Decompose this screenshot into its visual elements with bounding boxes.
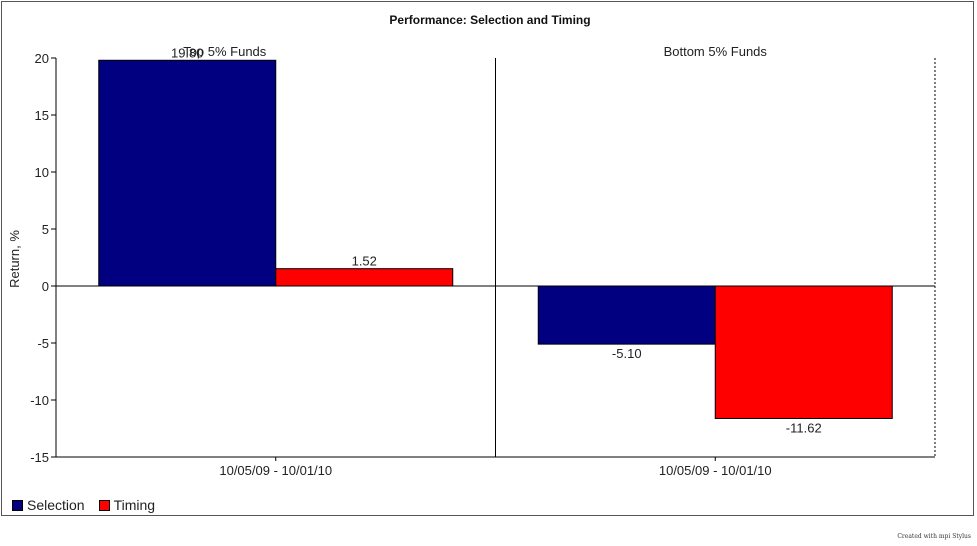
- bar-value-label: 19.80: [171, 45, 204, 60]
- y-axis-label: Return, %: [7, 230, 22, 288]
- legend-item-selection: Selection: [12, 497, 85, 513]
- legend-item-timing: Timing: [98, 497, 156, 513]
- legend: Selection Timing: [12, 497, 155, 513]
- panel-title: Bottom 5% Funds: [664, 44, 768, 59]
- y-tick-label: -10: [30, 393, 49, 408]
- category-label: 10/05/09 - 10/01/10: [219, 463, 332, 478]
- bar-selection: [98, 59, 277, 287]
- y-tick-label: -5: [37, 336, 49, 351]
- bar-value-label: -5.10: [612, 346, 642, 361]
- bar-value-label: 1.52: [352, 254, 377, 269]
- chart-title: Performance: Selection and Timing: [389, 13, 590, 27]
- y-tick-label: 0: [42, 279, 49, 294]
- y-tick-label: 20: [35, 51, 49, 66]
- chart-svg: Performance: Selection and Timing Return…: [7, 13, 936, 478]
- legend-swatch-timing: [98, 499, 110, 511]
- bar-value-label: -11.62: [786, 420, 822, 435]
- y-axis: 20 15 10 5 0 -5 -10 -15: [30, 51, 57, 465]
- credit-text: Created with mpi Stylus: [897, 533, 971, 540]
- legend-label-selection: Selection: [27, 497, 85, 513]
- category-label: 10/05/09 - 10/01/10: [659, 463, 772, 478]
- y-tick-label: -15: [30, 450, 49, 465]
- chart-frame: Performance: Selection and Timing Return…: [1, 1, 974, 516]
- chart-panels: Top 5% Funds 10/05/09 - 10/01/10 19.80 1.52…: [56, 44, 936, 478]
- bar-timing: [275, 268, 454, 287]
- legend-label-timing: Timing: [113, 497, 156, 513]
- y-tick-label: 10: [35, 165, 49, 180]
- y-tick-label: 15: [35, 108, 49, 123]
- legend-swatch-selection: [12, 499, 23, 511]
- panel-title: Top 5% Funds: [183, 44, 267, 59]
- bar-timing: [714, 285, 893, 419]
- y-tick-label: 5: [42, 222, 49, 237]
- bar-selection: [537, 285, 716, 345]
